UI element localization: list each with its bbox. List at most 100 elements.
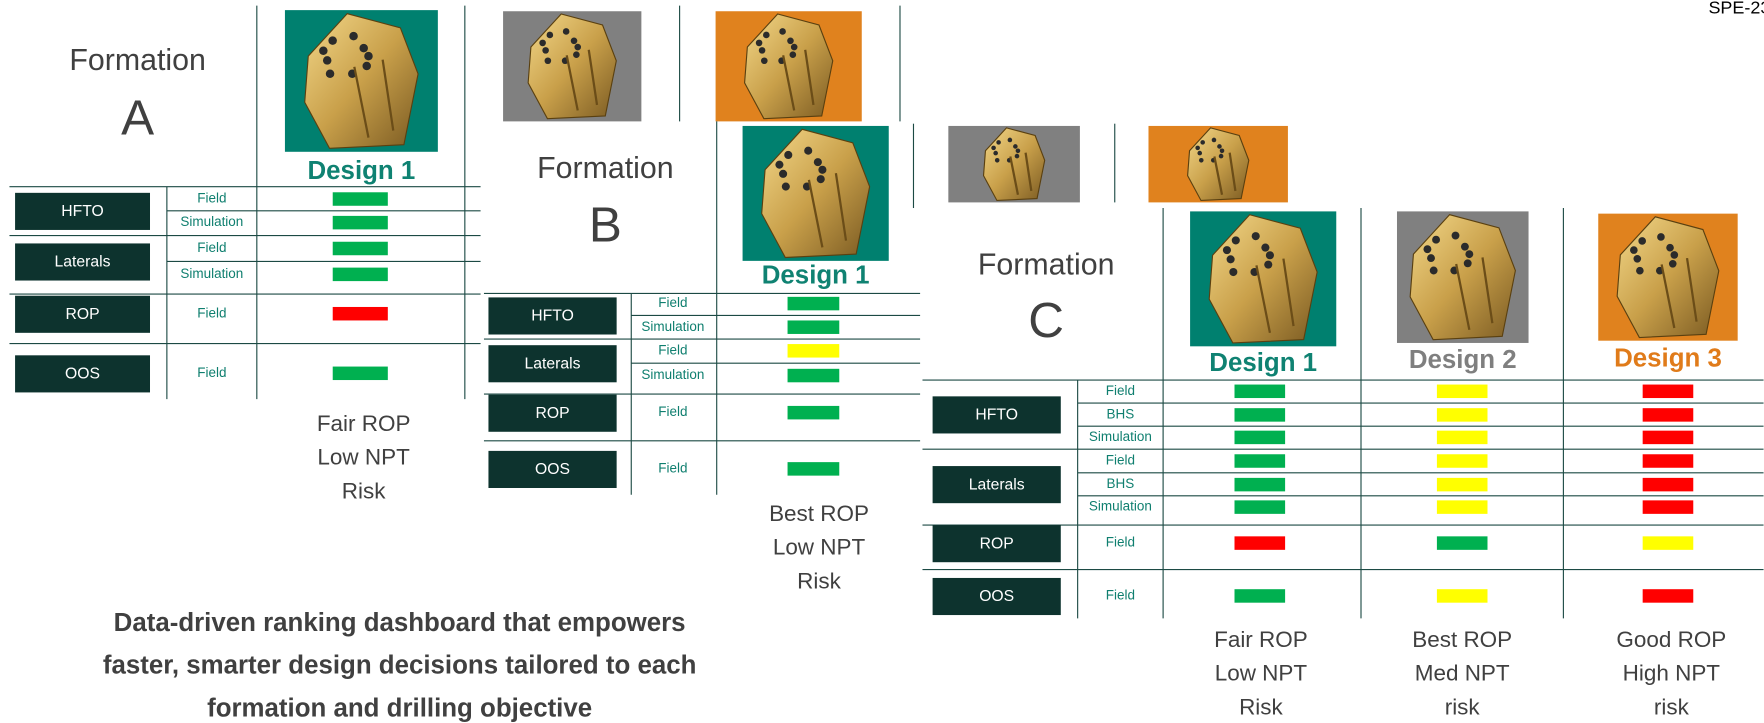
criterion-label: Field: [197, 191, 226, 206]
cutter: [789, 51, 797, 59]
rating-bar: [1234, 384, 1286, 399]
cutter: [574, 43, 582, 51]
summary-text: Risk: [1239, 694, 1283, 719]
group-label: HFTO: [531, 308, 574, 325]
cutter: [804, 146, 813, 155]
rating-bar: [332, 306, 388, 321]
rating-bar: [1234, 536, 1286, 550]
bit-blade: [782, 49, 815, 111]
cutter: [779, 28, 786, 35]
cutter: [328, 36, 337, 45]
rating-bar: [332, 215, 388, 230]
criterion-label: Simulation: [180, 266, 243, 281]
cutter: [1198, 157, 1204, 163]
group-box: [488, 345, 617, 383]
group-box: [488, 450, 617, 488]
rating-bar: [1642, 454, 1694, 468]
summary-text: Risk: [797, 568, 841, 593]
rating-bar: [1642, 589, 1694, 603]
cutter: [542, 47, 549, 54]
cutter: [813, 158, 822, 167]
bit-blade: [1009, 152, 1033, 195]
cutter: [991, 145, 996, 151]
rating-bar: [1234, 430, 1286, 445]
cutter: [364, 51, 373, 61]
criterion-label: Field: [1106, 383, 1135, 398]
criterion-label: Field: [1106, 535, 1135, 550]
criterion-label: Field: [197, 365, 226, 380]
cutter: [758, 47, 766, 54]
group-label: HFTO: [975, 407, 1018, 424]
cutter: [1013, 144, 1018, 149]
cutter: [816, 175, 825, 184]
criterion-label: Field: [1106, 453, 1135, 468]
criterion-label: Simulation: [1089, 499, 1152, 514]
formation-label: Formation: [978, 249, 1115, 282]
rating-bar: [1642, 477, 1694, 492]
bit-blade: [1255, 258, 1295, 334]
cutter: [1229, 267, 1238, 277]
group-label: ROP: [980, 535, 1014, 552]
design-label: Design 1: [1209, 349, 1317, 377]
reference: SPE-23080: [1708, 0, 1764, 18]
group-label: Laterals: [969, 476, 1025, 493]
summary-text: Best ROP: [769, 501, 869, 526]
cutter: [787, 37, 794, 45]
cutter: [1217, 144, 1222, 149]
summary-text: Low NPT: [1215, 661, 1308, 686]
summary-text: High NPT: [1623, 661, 1721, 686]
cutter: [775, 160, 784, 169]
cutter: [325, 69, 335, 79]
cutter: [790, 43, 798, 51]
rating-bar: [1436, 477, 1488, 492]
bit-blade: [807, 172, 848, 248]
cutter: [322, 56, 332, 65]
cutter: [993, 150, 998, 156]
cutter: [784, 150, 793, 160]
summary-text: Low NPT: [773, 535, 866, 560]
group-label: Laterals: [525, 355, 581, 372]
cutter: [1465, 250, 1474, 259]
cutter: [760, 57, 768, 65]
cutter: [1226, 255, 1235, 264]
rating-bar: [1642, 408, 1694, 422]
summary-text: Risk: [342, 478, 386, 503]
cutter: [1636, 266, 1644, 275]
criterion-label: Field: [1106, 588, 1135, 603]
cutter: [1211, 137, 1217, 143]
group-label: OOS: [979, 588, 1014, 605]
summary-text: Low NPT: [317, 445, 410, 470]
cutter: [1633, 254, 1642, 263]
cutter: [362, 61, 371, 71]
cutter: [1460, 242, 1469, 251]
rating-bar: [1234, 589, 1286, 603]
formation-letter: A: [121, 90, 154, 145]
cutter: [1265, 251, 1274, 260]
criterion-label: Field: [658, 460, 687, 475]
group-label: ROP: [535, 405, 569, 422]
rating-bar: [332, 241, 388, 256]
group-label: OOS: [65, 366, 100, 383]
group-box: [15, 192, 151, 230]
rating-bar: [1642, 384, 1694, 399]
cutter: [1638, 237, 1646, 245]
cutter: [1218, 153, 1224, 159]
cutter: [570, 37, 578, 45]
criterion-label: Simulation: [641, 367, 704, 382]
rating-bar: [1234, 477, 1286, 492]
cutter: [1007, 137, 1013, 143]
cutter: [1195, 145, 1200, 151]
bit-blade: [1455, 257, 1494, 331]
bit-blade: [565, 49, 599, 111]
summary-text: Best ROP: [1412, 627, 1512, 652]
group-box: [932, 577, 1061, 616]
cutter: [1251, 232, 1260, 241]
rating-bar: [1436, 454, 1488, 468]
criterion-label: Field: [658, 404, 687, 419]
cutter: [1222, 246, 1231, 255]
rating-bar: [1642, 536, 1694, 550]
group-label: Laterals: [55, 254, 111, 271]
formation-label: Formation: [537, 152, 674, 185]
